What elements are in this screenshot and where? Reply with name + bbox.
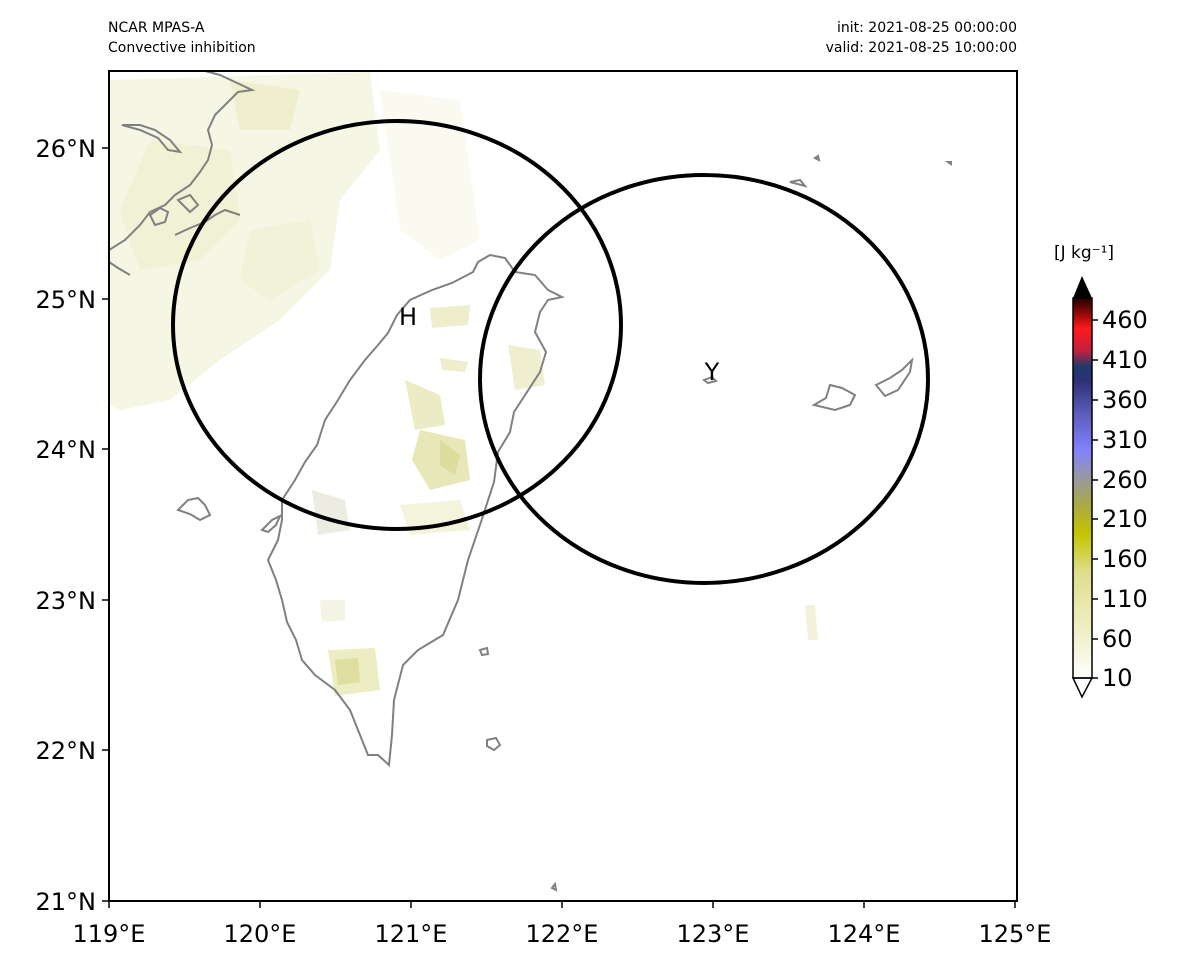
lon-tick-label: 123°E bbox=[677, 920, 750, 948]
lat-tick-label: 21°N bbox=[36, 888, 97, 916]
lon-tick-labels: 119°E 120°E 121°E 122°E 123°E 124°E 125°… bbox=[73, 920, 1052, 948]
marker-label-y: Y bbox=[704, 358, 720, 386]
colorbar-tick-label: 210 bbox=[1102, 505, 1148, 533]
taiwan-coastline bbox=[266, 253, 565, 768]
circle-y bbox=[478, 173, 930, 585]
colorbar-extend-min bbox=[1071, 677, 1094, 699]
axis-ticks bbox=[102, 147, 1016, 908]
colorbar-tick-label: 60 bbox=[1102, 625, 1133, 653]
map-frame bbox=[108, 70, 1018, 902]
figure-header-right: init: 2021-08-25 00:00:00 valid: 2021-08… bbox=[826, 18, 1017, 58]
colorbar-unit: [J kg⁻¹] bbox=[1054, 243, 1114, 263]
valid-time: valid: 2021-08-25 10:00:00 bbox=[825, 40, 1017, 56]
lat-tick-label: 24°N bbox=[36, 436, 97, 464]
lon-tick-label: 120°E bbox=[224, 920, 297, 948]
colorbar-tick-label: 260 bbox=[1102, 466, 1148, 494]
lat-tick-label: 25°N bbox=[36, 286, 97, 314]
lon-tick-label: 119°E bbox=[73, 920, 146, 948]
china-coastline bbox=[109, 71, 256, 276]
colorbar-tick-label: 310 bbox=[1102, 426, 1148, 454]
colorbar-gradient bbox=[1073, 298, 1092, 678]
lon-tick-label: 124°E bbox=[828, 920, 901, 948]
lon-tick-label: 122°E bbox=[526, 920, 599, 948]
colorbar-tick-label: 410 bbox=[1102, 346, 1148, 374]
lat-tick-label: 26°N bbox=[36, 135, 97, 163]
radius-circles bbox=[171, 119, 930, 585]
colorbar-extend-max bbox=[1073, 276, 1092, 298]
field-name: Convective inhibition bbox=[108, 40, 256, 56]
coastlines bbox=[109, 71, 952, 892]
colorbar-tick-label: 160 bbox=[1102, 545, 1148, 573]
colorbar-tick-label: 460 bbox=[1102, 306, 1148, 334]
penghu-coastline bbox=[176, 496, 212, 522]
lat-tick-labels: 21°N 22°N 23°N 24°N 25°N 26°N bbox=[36, 135, 97, 916]
lat-tick-label: 22°N bbox=[36, 737, 97, 765]
circle-h bbox=[171, 119, 623, 531]
marker-label-h: H bbox=[399, 303, 417, 331]
model-name: NCAR MPAS-A bbox=[108, 20, 205, 36]
lon-tick-label: 125°E bbox=[979, 920, 1052, 948]
yaeyama-coastline bbox=[811, 383, 857, 412]
lon-tick-label: 121°E bbox=[375, 920, 448, 948]
colorbar-tick-label: 110 bbox=[1102, 585, 1148, 613]
colorbar-tick-label: 360 bbox=[1102, 386, 1148, 414]
colorbar-tick-label: 10 bbox=[1102, 664, 1133, 692]
figure-header-left: NCAR MPAS-A Convective inhibition bbox=[108, 18, 256, 58]
colorbar: [J kg⁻¹] 460 410 360 310 260 210 160 110… bbox=[1054, 243, 1148, 699]
init-time: init: 2021-08-25 00:00:00 bbox=[837, 20, 1017, 36]
cin-shading bbox=[109, 72, 818, 696]
lat-tick-label: 23°N bbox=[36, 587, 97, 615]
